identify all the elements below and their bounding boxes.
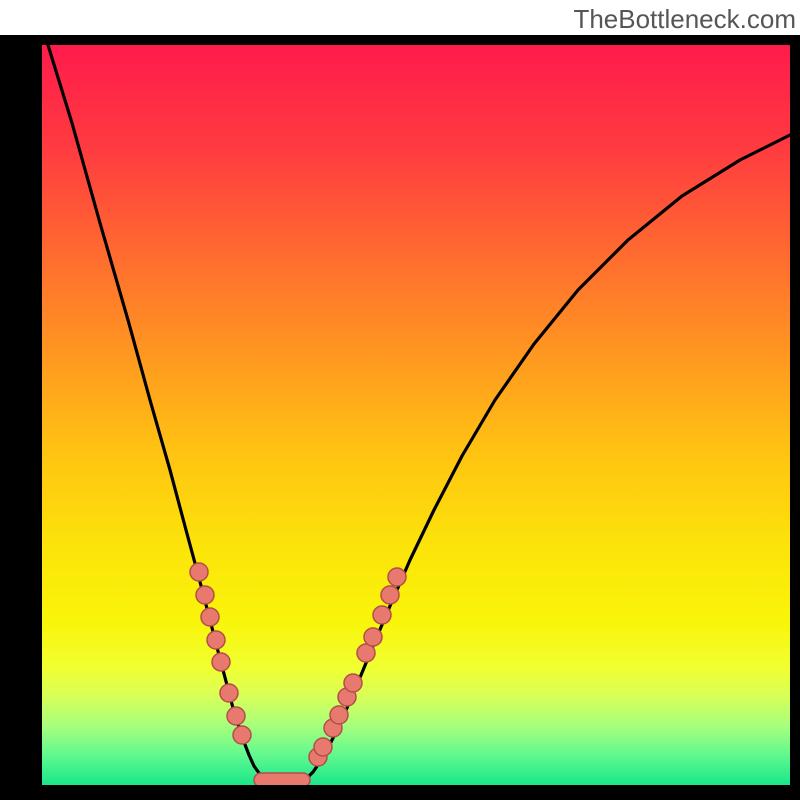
marker-dot [227,707,245,725]
trough-markers-cluster [254,773,310,787]
marker-dot [233,726,251,744]
marker-dot [212,653,230,671]
marker-dot [388,568,406,586]
bottleneck-curve-plot [0,0,800,800]
marker-dot [220,684,238,702]
marker-dot [190,563,208,581]
marker-dot [196,586,214,604]
marker-dot [381,586,399,604]
marker-dot [330,706,348,724]
marker-dot [373,606,391,624]
marker-dot [364,628,382,646]
marker-dot [201,608,219,626]
marker-dot [314,738,332,756]
marker-dot [344,674,362,692]
marker-dot [207,631,225,649]
